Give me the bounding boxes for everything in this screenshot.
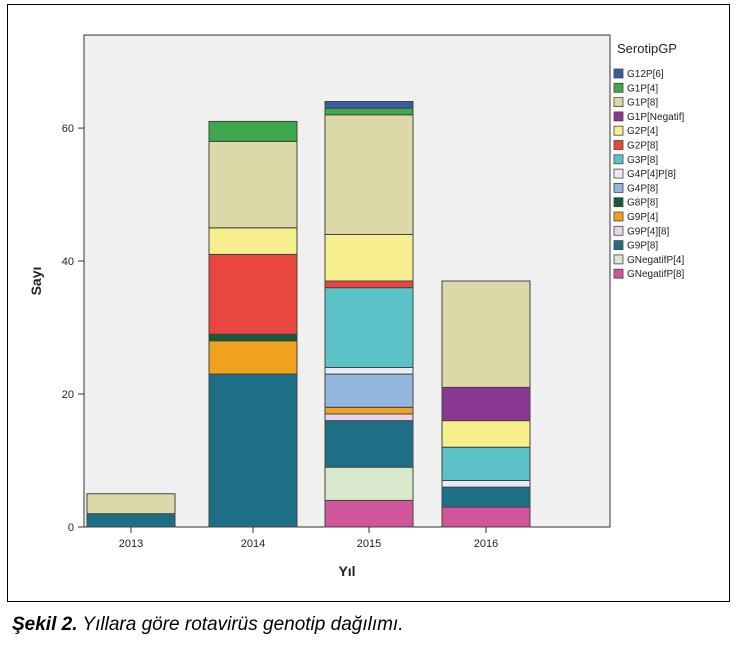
x-tick-label: 2016 [474,538,498,550]
bar-segment-2014-g8p-8 [208,333,298,342]
legend-swatch-g9p-8 [613,240,624,251]
bar-segment-2015-gnegatifp-8 [324,499,414,528]
bar-segment-2016-g1p-negatif [441,386,531,422]
y-tick-label: 40 [62,256,74,268]
legend-label-g2p-4: G2P[4] [627,126,658,137]
axes-group: 0 20 40 60 2013 2014 2015 2016 Yıl Sayı [28,123,498,579]
legend-swatch-g9p-4-8 [613,225,624,236]
legend-label-g2p-8: G2P[8] [627,141,658,152]
legend-swatch-g4p-4-p-8 [613,168,624,179]
bar-segment-2015-gnegatifp-4 [324,466,414,501]
legend-swatch-g2p-8 [613,140,624,150]
bar-segment-2015-g2p-8 [324,280,414,289]
legend-swatch-g3p-8 [613,154,624,165]
bar-segment-2016-g3p-8 [441,446,531,481]
legend-label-g9p-8: G9P[8] [627,241,658,252]
legend-swatch-g4p-8 [613,182,624,193]
legend-label-g3p-8: G3P[8] [627,155,658,166]
bar-segment-2013-g9p-8 [86,513,176,528]
y-axis-title: Sayı [28,267,44,296]
y-tick-label: 0 [68,522,74,534]
legend-label-g4p-4-p-8: G4P[4]P[8] [627,169,676,180]
legend-swatch-gnegatifp-8 [613,268,624,279]
legend-swatch-g1p-8 [613,97,624,107]
legend-label-g9p-4: G9P[4] [627,212,658,223]
legend-title: SerotipGP [617,41,677,56]
bar-segment-2016-g9p-8 [441,486,531,508]
bar-segment-2013-g1p-8 [86,493,176,515]
legend-swatch-g12p-6 [613,68,624,79]
bar-segment-2014-g9p-4 [208,340,298,375]
y-tick-label: 20 [62,389,74,401]
legend-label-g9p-4-8: G9P[4][8] [627,226,669,237]
bar-segment-2014-g9p-8 [208,373,298,528]
bars-group [86,100,531,528]
legend-swatch-g2p-4 [613,125,624,136]
x-tick-label: 2014 [241,538,265,550]
legend-swatch-g8p-8 [613,197,624,208]
bar-segment-2016-g2p-4 [441,420,531,448]
bar-segment-2015-g3p-8 [324,287,414,368]
legend-label-g1p-4: G1P[4] [627,83,658,94]
bar-segment-2015-g1p-4 [324,107,414,116]
caption-text: Yıllara göre rotavirüs genotip dağılımı. [77,614,404,635]
bar-segment-2015-g1p-8 [324,114,414,235]
x-tick-label: 2015 [357,538,381,550]
legend-label-g1p-8: G1P[8] [627,98,658,109]
bar-segment-2015-g4p-4-p-8 [324,366,414,375]
bar-segment-2015-g9p-4-8 [324,413,414,422]
bar-segment-2015-g4p-8 [324,373,414,408]
legend-label-g1p-negatif: G1P[Negatif] [627,112,684,123]
caption-lead: Şekil 2. [12,614,78,635]
bar-segment-2016-g4p-4-p-8 [441,479,531,488]
bar-segment-2016-gnegatifp-8 [441,506,531,528]
figure-caption: Şekil 2. Yıllara göre rotavirüs genotip … [12,614,404,636]
bar-segment-2016-g1p-8 [441,280,531,388]
legend-label-gnegatifp-4: GNegatifP[4] [627,255,684,266]
bar-segment-2014-g1p-8 [208,140,298,229]
legend-label-g8p-8: G8P[8] [627,198,658,209]
x-tick-label: 2013 [119,538,143,550]
legend-label-g12p-6: G12P[6] [627,69,664,80]
figure-frame: 0 20 40 60 2013 2014 2015 2016 Yıl Sayı SerotipGP… [7,4,730,602]
y-tick-label: 60 [62,123,74,135]
legend-swatch-g1p-4 [613,82,624,93]
bar-segment-2015-g12p-6 [324,100,414,109]
stacked-bar-chart: 0 20 40 60 2013 2014 2015 2016 Yıl Sayı SerotipGP… [28,34,684,579]
legend-label-gnegatifp-8: GNegatifP[8] [627,269,684,280]
bar-segment-2015-g9p-8 [324,420,414,468]
legend-swatch-g1p-negatif [613,111,624,122]
bar-segment-2015-g9p-4 [324,406,414,415]
bar-segment-2015-g2p-4 [324,233,414,282]
bar-segment-2014-g2p-8 [208,253,298,335]
x-axis-title: Yıl [338,563,355,579]
legend-label-g4p-8: G4P[8] [627,183,658,194]
bar-segment-2014-g2p-4 [208,227,298,255]
legend-swatch-g9p-4 [613,211,624,222]
legend: SerotipGP G12P[6] G1P[4] G1P[8] G1P[Negatif]… [613,41,684,280]
legend-swatch-gnegatifp-4 [613,254,624,265]
bar-segment-2014-g1p-4 [208,120,298,142]
